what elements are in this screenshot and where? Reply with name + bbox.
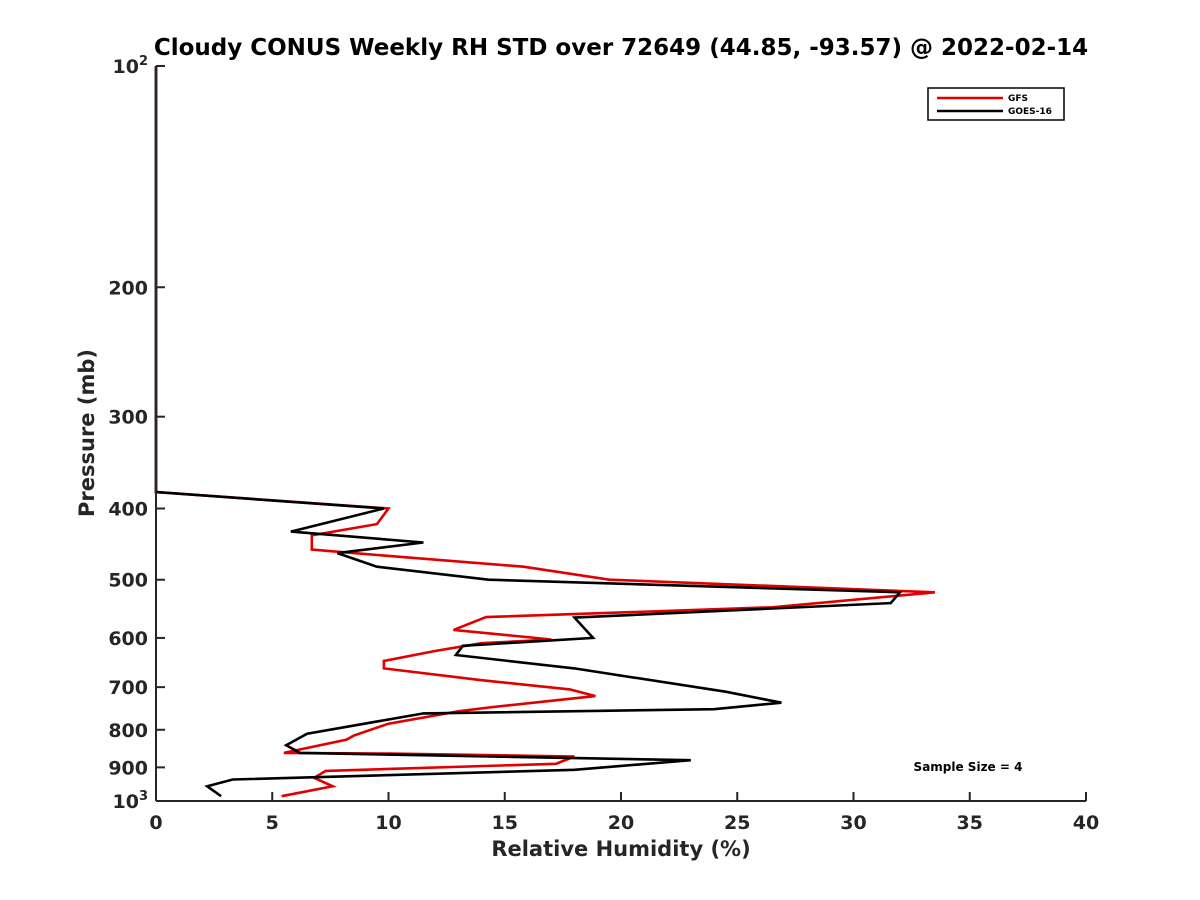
x-tick-label: 40 [1073, 812, 1099, 834]
y-tick-label: 300 [108, 407, 148, 429]
x-tick-label: 10 [375, 812, 401, 834]
legend-label-goes16: GOES-16 [1008, 107, 1052, 117]
y-tick-label: 400 [108, 499, 148, 521]
x-tick-label: 0 [149, 812, 162, 834]
y-axis-title: Pressure (mb) [75, 349, 99, 517]
y-tick-label: 900 [108, 757, 148, 779]
y-tick-label: 103 [113, 789, 149, 813]
x-tick-label: 5 [266, 812, 279, 834]
plot-area [154, 66, 936, 798]
series-line-goes16 [154, 66, 903, 798]
y-tick-label: 700 [108, 677, 148, 699]
x-tick-label: 15 [492, 812, 518, 834]
x-tick-label: 30 [840, 812, 866, 834]
y-axis: 102 200 300 400 500 600 700 800 900 103 [108, 54, 165, 813]
x-axis-title: Relative Humidity (%) [491, 837, 750, 861]
y-tick-label: 102 [113, 54, 149, 78]
y-tick-label: 200 [108, 277, 148, 299]
x-tick-label: 35 [957, 812, 983, 834]
legend-box [927, 87, 1065, 121]
series-line-gfs [154, 66, 936, 798]
legend-label-gfs: GFS [1008, 94, 1028, 104]
sample-size-annotation: Sample Size = 4 [914, 760, 1023, 774]
y-tick-label: 800 [108, 720, 148, 742]
legend: GFS GOES-16 [927, 87, 1065, 121]
x-axis: 0 5 10 15 20 25 30 35 40 [149, 792, 1099, 834]
y-tick-label: 500 [108, 570, 148, 592]
x-tick-label: 20 [608, 812, 634, 834]
x-tick-label: 25 [724, 812, 750, 834]
chart-title: Cloudy CONUS Weekly RH STD over 72649 (4… [154, 35, 1088, 61]
y-tick-label: 600 [108, 628, 148, 650]
